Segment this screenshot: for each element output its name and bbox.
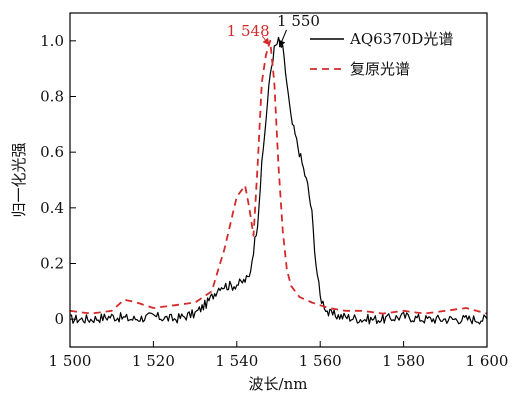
x-tick-label: 1 520: [132, 352, 175, 370]
x-tick-label: 1 580: [382, 352, 425, 370]
peak-label-recovered: 1 548: [227, 22, 270, 40]
x-tick-label: 1 500: [49, 352, 92, 370]
y-tick-label: 1.0: [40, 32, 64, 50]
peak-arrow-measured: [278, 29, 287, 48]
plot-frame: [69, 12, 488, 348]
x-tick-label: 1 560: [299, 352, 342, 370]
y-tick-label: 0.4: [40, 199, 64, 217]
series-layer: [70, 36, 487, 325]
y-tick-label: 0.2: [40, 255, 64, 273]
y-tick-label: 0: [54, 310, 64, 328]
series-line-2: [70, 39, 487, 315]
y-tick-label: 0.6: [40, 143, 64, 161]
legend-label-2: 复原光谱: [350, 60, 410, 78]
legend-label-1: AQ6370D光谱: [349, 30, 453, 48]
x-tick-label: 1 600: [466, 352, 509, 370]
y-axis-title: 归一化光强: [10, 142, 28, 217]
annotations-layer: 1 548 1 550: [227, 12, 320, 48]
series-line-1: [70, 36, 487, 325]
x-tick-label: 1 540: [215, 352, 258, 370]
ticks-layer: 1 500 1 520 1 540 1 560 1 580 1 600 0 0.2 0.4 0.6…: [40, 32, 508, 370]
x-axis-title: 波长/nm: [249, 375, 308, 393]
peak-label-measured: 1 550: [277, 12, 320, 30]
peak-arrow-recovered: [261, 35, 270, 46]
y-tick-label: 0.8: [40, 88, 64, 106]
